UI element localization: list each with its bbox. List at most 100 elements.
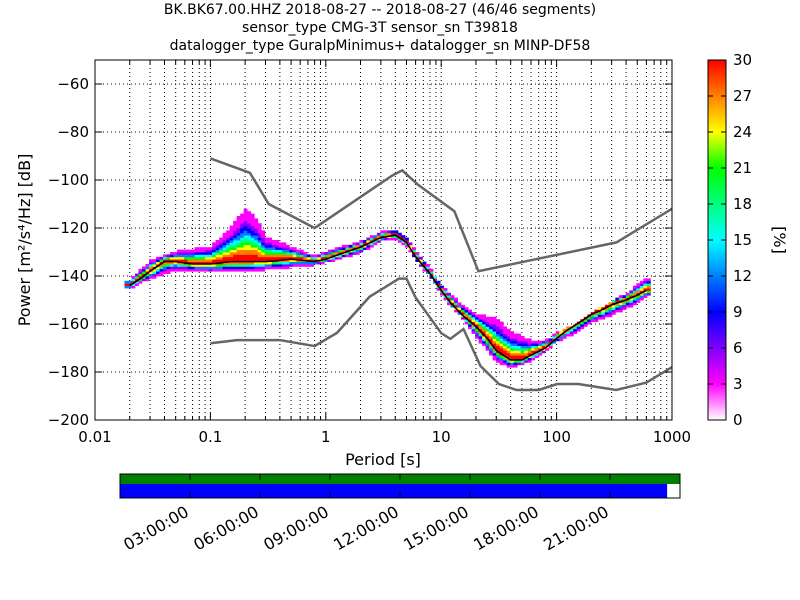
heatmap-cell [250,240,255,243]
heatmap-cell [541,350,546,354]
heatmap-cell [275,252,280,255]
heatmap-cell [506,338,511,342]
heatmap-cell [313,261,318,265]
heatmap-cell [264,244,269,248]
heatmap-cell [341,247,346,250]
heatmap-cell [450,295,455,298]
heatmap-cell [380,237,385,241]
heatmap-cell [604,314,609,318]
heatmap-cell [236,261,241,265]
heatmap-cell [243,247,248,250]
plot-frame [94,59,673,421]
heatmap-cell [250,213,255,217]
heatmap-cell [517,357,522,361]
heatmap-cell [510,355,515,358]
heatmap-cell [194,268,199,272]
heatmap-cell [250,264,255,267]
heatmap-cell [478,326,483,330]
psd-plot-area: 0.01 0.1 1 10 100 1000 −200 −180 −160 −140 −120 −1… [15,59,691,469]
heatmap-cell [597,312,602,315]
heatmap-cell [404,244,409,248]
heatmap-cell [198,268,202,272]
heatmap-cell [296,254,301,258]
heatmap-cell [461,309,465,313]
heatmap-cell [208,261,213,265]
heatmap-cell [275,256,280,260]
heatmap-cell [359,242,364,246]
heatmap-cell [271,247,276,250]
heatmap-cell [261,254,266,258]
heatmap-cell [366,240,371,243]
heatmap-cell [229,256,234,260]
heatmap-cell [268,242,273,246]
heatmap-cell [247,225,252,229]
heatmap-cell [327,252,332,255]
heatmap-cell [236,259,241,262]
heatmap-cell [573,328,578,332]
heatmap-cell [240,232,245,236]
heatmap-cell [527,360,532,363]
heatmap-cell [531,350,536,354]
heatmap-cell [275,266,280,270]
heatmap-cell [236,218,241,222]
colorbar-tick-label: 30 [733,51,752,69]
heatmap-cell [240,256,245,260]
heatmap-cell [236,244,241,248]
heatmap-cell [278,244,283,248]
heatmap-cell [261,242,266,246]
heatmap-cell [261,261,266,265]
heatmap-cell [485,333,490,337]
heatmap-cell [180,249,185,253]
heatmap-cell [226,254,231,258]
heatmap-cell [440,292,444,296]
heatmap-cell [240,213,245,217]
heatmap-cell [296,256,301,260]
heatmap-cell [215,252,220,255]
heatmap-cell [149,261,153,265]
heatmap-cell [243,254,248,258]
heatmap-cell [482,343,487,346]
heatmap-cell [359,240,364,243]
heatmap-cell [254,259,259,262]
heatmap-cell [247,235,252,238]
heatmap-cell [362,244,367,248]
heatmap-cell [513,336,518,339]
timeline-tick-label: 15:00:00 [400,502,472,554]
heatmap-cell [513,338,518,342]
high-noise-model-line [209,157,672,273]
heatmap-cell [461,307,465,310]
heatmap-cell [254,264,259,267]
heatmap-cell [506,348,511,351]
heatmap-cell [538,345,543,349]
heatmap-cell [254,249,259,253]
heatmap-cell [243,235,248,238]
heatmap-cell [212,254,217,258]
heatmap-cell [201,256,206,260]
heatmap-cell [520,338,525,342]
heatmap-cell [229,244,234,248]
heatmap-cell [331,259,336,262]
heatmap-cell [187,254,192,258]
heatmap-cell [390,237,395,241]
heatmap-cell [625,302,630,306]
heatmap-cell [510,338,515,342]
heatmap-cell [205,259,210,262]
heatmap-cell [240,252,245,255]
heatmap-cell [166,256,171,260]
heatmap-cell [534,345,539,349]
heatmap-cell [548,345,553,349]
heatmap-cell [569,328,574,332]
heatmap-cell [496,352,501,356]
y-tick-label: −180 [48,363,89,381]
heatmap-cell [629,297,634,301]
heatmap-cell [380,232,385,236]
heatmap-cell [517,338,522,342]
heatmap-cell [222,268,227,272]
heatmap-cell [313,254,318,258]
heatmap-cell [257,249,262,253]
heatmap-cell [489,333,494,337]
heatmap-cell [257,261,262,265]
heatmap-cell [250,266,255,270]
heatmap-cell [254,242,259,246]
heatmap-cell [415,259,420,262]
